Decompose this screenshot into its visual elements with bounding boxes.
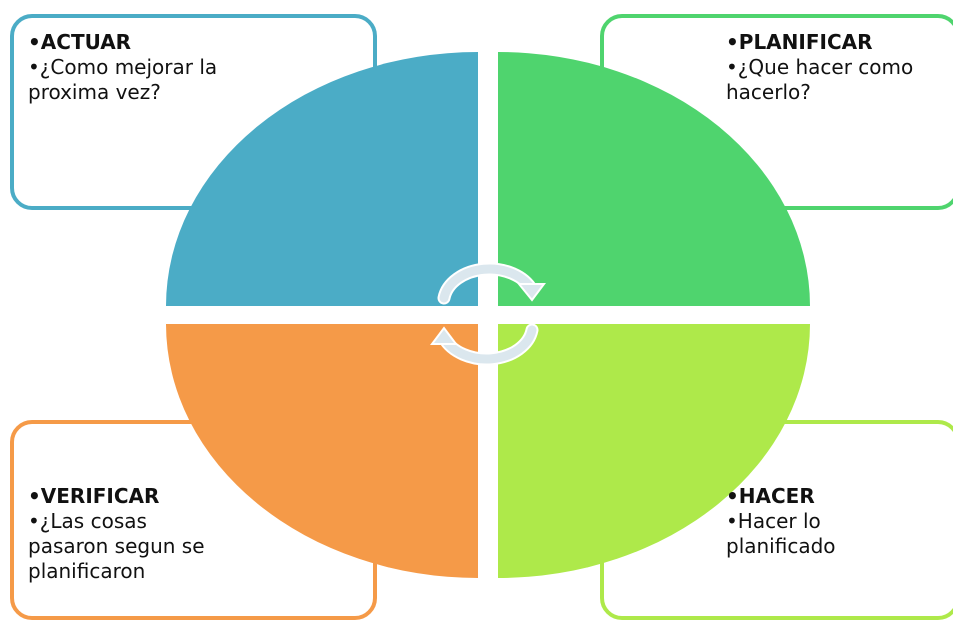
actuar-line-1: •¿Como mejorar la (28, 55, 218, 79)
verificar-line-2: pasaron segun se (28, 534, 205, 558)
hacer-text: •HACER •Hacer lo planificado (726, 484, 951, 559)
verificar-line-3: planificaron (28, 559, 146, 583)
hacer-line-2: planificado (726, 534, 836, 558)
planificar-quadrant (498, 52, 810, 306)
verificar-text: •VERIFICAR •¿Las cosas pasaron segun se … (28, 484, 268, 584)
hacer-title: •HACER (726, 484, 815, 508)
actuar-quadrant (166, 52, 478, 306)
verificar-quadrant (166, 324, 478, 578)
verificar-title: •VERIFICAR (28, 484, 160, 508)
planificar-line-1: •¿Que hacer como (726, 55, 914, 79)
hacer-quadrant (498, 324, 810, 578)
actuar-text: •ACTUAR •¿Como mejorar la proxima vez? (28, 30, 268, 105)
circular-arrows-icon (430, 262, 546, 366)
actuar-title: •ACTUAR (28, 30, 132, 54)
planificar-title: •PLANIFICAR (726, 30, 873, 54)
planificar-line-2: hacerlo? (726, 80, 811, 104)
verificar-line-1: •¿Las cosas (28, 509, 147, 533)
actuar-line-2: proxima vez? (28, 80, 161, 104)
planificar-text: •PLANIFICAR •¿Que hacer como hacerlo? (726, 30, 951, 105)
hacer-line-1: •Hacer lo (726, 509, 821, 533)
